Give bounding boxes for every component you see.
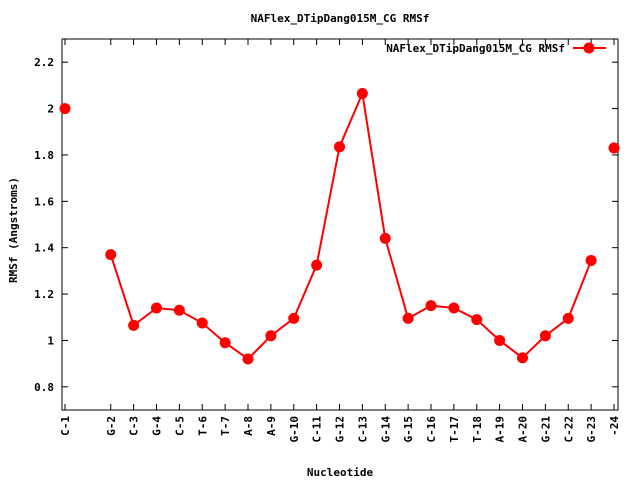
x-tick-label: T-7 — [219, 416, 232, 436]
data-point — [562, 312, 574, 324]
x-tick-label: T-18 — [471, 416, 484, 443]
x-tick-label: C-13 — [356, 416, 369, 443]
y-tick-label: 2.2 — [34, 56, 54, 69]
x-tick-label: G-4 — [151, 416, 164, 436]
legend: NAFlex_DTipDang015M_CG RMSf — [386, 42, 606, 55]
x-tick-label: A-9 — [265, 416, 278, 436]
data-point — [173, 304, 185, 316]
x-tick-label: G-21 — [539, 416, 552, 443]
data-point — [494, 334, 506, 346]
plot-area: 0.8 1 1.2 1.4 1.6 1.8 2 2.2 C-1 G-2 C-3 G-4 C-5 T-6 T-… — [34, 38, 621, 443]
x-tick-label: C-11 — [311, 416, 324, 443]
y-tick-label: 1.8 — [34, 149, 54, 162]
x-tick-label: T-17 — [448, 416, 461, 443]
y-axis-label: RMSf (Angstroms) — [7, 177, 20, 283]
x-tick-label: C-22 — [562, 416, 575, 443]
data-point — [151, 302, 162, 314]
legend-label: NAFlex_DTipDang015M_CG RMSf — [386, 42, 565, 55]
data-point — [356, 87, 368, 99]
data-point — [425, 300, 437, 312]
data-point — [379, 232, 391, 244]
data-point — [196, 317, 208, 329]
data-point — [402, 312, 414, 324]
x-tick-label: C-5 — [173, 416, 186, 436]
y-tick-label: 1.4 — [34, 242, 54, 255]
x-tick-label: G-2 — [105, 416, 118, 436]
x-tick-label: A-8 — [242, 416, 255, 436]
legend-marker — [583, 42, 595, 54]
y-tick-label: 0.8 — [34, 381, 54, 394]
y-tick-label: 1.6 — [34, 195, 54, 208]
x-tick-label: G-23 — [585, 416, 598, 443]
data-point — [105, 249, 117, 261]
x-tick-label: C-3 — [128, 416, 141, 436]
x-tick-label: G-14 — [379, 416, 392, 443]
x-tick-label: T-6 — [196, 416, 209, 436]
data-point — [539, 330, 551, 342]
data-point — [311, 259, 323, 271]
x-tick-label: -24 — [608, 416, 621, 436]
data-point — [59, 103, 71, 115]
y-tick-label: 1 — [47, 334, 54, 347]
data-point — [334, 141, 345, 153]
x-tick-label: G-10 — [288, 416, 301, 443]
data-point — [471, 314, 483, 326]
data-point — [128, 319, 140, 331]
data-point — [517, 352, 528, 364]
x-tick-label: C-16 — [425, 416, 438, 443]
data-point — [608, 142, 620, 154]
data-point — [219, 337, 231, 349]
data-point — [265, 330, 277, 342]
x-tick-label: C-1 — [59, 416, 72, 436]
chart-title: NAFlex_DTipDang015M_CG RMSf — [251, 12, 430, 25]
data-point — [288, 312, 300, 324]
data-point — [585, 254, 597, 266]
x-tick-label: G-12 — [334, 416, 347, 443]
y-tick-label: 1.2 — [34, 288, 54, 301]
data-point — [448, 302, 460, 314]
x-axis-label: Nucleotide — [307, 466, 374, 479]
x-tick-label: G-15 — [402, 416, 415, 443]
x-tick-label: A-19 — [494, 416, 507, 443]
x-tick-label: A-20 — [517, 416, 530, 443]
data-point — [242, 353, 254, 365]
series-line — [109, 89, 593, 361]
y-tick-label: 2 — [47, 103, 54, 116]
